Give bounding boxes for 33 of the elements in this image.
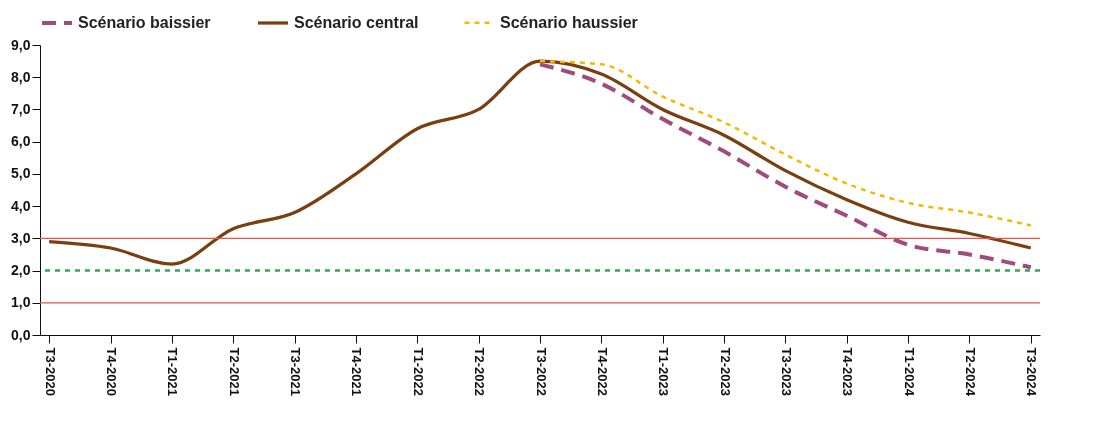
x-tick-label: T4-2020 [104, 347, 120, 396]
y-tick-label: 7,0 [11, 100, 31, 117]
line-series [538, 59, 1033, 227]
x-tick-label: T1-2024 [901, 347, 917, 397]
y-tick-label: 9,0 [11, 36, 31, 53]
legend-label: Scénario baissier [78, 14, 211, 31]
x-tick-label: T2-2021 [226, 347, 242, 396]
x-tick-label: T4-2021 [349, 347, 365, 396]
y-tick-label: 8,0 [11, 68, 31, 85]
y-tick-label: 0,0 [11, 326, 31, 343]
line-series [538, 62, 1033, 270]
y-tick-label: 4,0 [11, 197, 31, 214]
x-tick-label: T2-2024 [962, 347, 978, 397]
x-tick-label: T3-2021 [288, 347, 304, 396]
x-tick-label: T1-2022 [410, 347, 426, 396]
x-tick-label: T3-2024 [1024, 347, 1040, 397]
x-tick-label: T2-2022 [472, 347, 488, 396]
y-tick-label: 3,0 [11, 229, 31, 246]
y-tick-label: 5,0 [11, 165, 31, 182]
x-tick-label: T1-2021 [165, 347, 181, 396]
y-tick-label: 1,0 [11, 294, 31, 311]
x-tick-label: T3-2023 [778, 347, 794, 396]
y-tick-label: 6,0 [11, 133, 31, 150]
x-tick-label: T4-2022 [594, 347, 610, 396]
y-tick-label: 2,0 [11, 262, 31, 279]
line-series [47, 59, 1033, 266]
legend-label: Scénario haussier [500, 13, 638, 31]
x-tick-label: T1-2023 [656, 347, 672, 396]
x-tick-label: T3-2022 [533, 347, 549, 396]
x-tick-label: T3-2020 [42, 347, 58, 396]
x-tick-label: T2-2023 [717, 347, 733, 396]
x-tick-label: T4-2023 [840, 347, 856, 396]
legend-label: Scénario central [294, 14, 419, 31]
